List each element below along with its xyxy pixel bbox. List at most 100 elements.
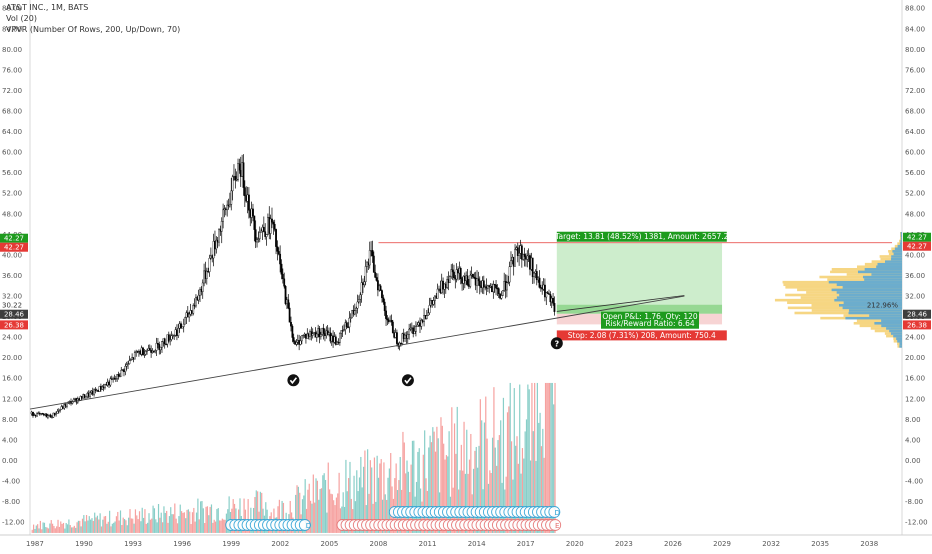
right-price-tick: 48.00 [905,210,925,218]
volume-bar [390,453,392,533]
vpvr-indicator-label[interactable]: VPVR (Number Of Rows, 200, Up/Down, 70) [6,25,181,34]
volume-bar [125,520,127,533]
vpvr-bar-up [839,293,902,297]
candle-body [500,295,503,299]
volume-bar [365,505,367,533]
candle-body [120,369,123,377]
vpvr-bar-up [892,250,902,253]
candle-body [340,330,343,334]
volume-bar [141,507,143,533]
right-price-tick: 84.00 [905,25,925,33]
earnings-event-icon [549,519,562,531]
volume-bar [247,499,249,533]
vpvr-bar-up [900,234,902,238]
left-price-tick: 64.00 [2,128,22,136]
volume-bar [103,516,105,533]
volume-bar [255,490,257,533]
candle-body [386,318,389,321]
candle-body [264,231,267,237]
candle-body [254,229,257,243]
candle-body [94,389,97,391]
volume-bar [540,446,543,533]
candle-body [508,266,511,283]
vpvr-bar-down [897,242,902,245]
volume-bar [335,497,338,533]
volume-bar [76,522,78,533]
volume-bar [508,406,510,533]
volume-bar [209,506,211,533]
volume-bar [136,515,138,533]
volume-bar [327,462,329,533]
volume-bar [345,459,347,533]
volume-bar [193,507,195,533]
volume-indicator-label[interactable]: Vol (20) [6,14,37,23]
symbol-title[interactable]: AT&T INC., 1M, BATS [6,3,89,12]
left-price-tick: 52.00 [2,190,22,198]
volume-bar [138,511,141,533]
volume-bar [37,524,39,533]
volume-bar [316,480,318,533]
candle-body [302,334,305,337]
candle-body [59,409,62,411]
volume-bar [54,528,56,533]
volume-bar [187,509,189,533]
volume-bar [334,505,336,533]
volume-bar [145,523,147,533]
candle-body [215,239,218,250]
volume-bar [470,433,472,533]
dividend-event-icon-label: D [554,509,559,517]
candle-body [93,389,95,395]
time-tick: 2011 [419,540,437,548]
candle-body [230,190,233,205]
candle-body [363,281,366,286]
candle-body [359,294,362,300]
time-tick: 2023 [615,540,633,548]
volume-bar [323,473,325,533]
volume-bar [496,465,498,533]
candle-body [368,250,371,266]
candle-body [446,279,449,288]
candle-body [476,278,478,286]
volume-bar [505,476,507,533]
candle-body [533,272,535,278]
candle-body [188,313,191,318]
candle-body [482,280,485,288]
support-trendline [29,295,685,410]
vpvr-bar-up [848,309,902,312]
volume-bar [527,384,529,533]
volume-bar [72,527,74,533]
candle-body [478,280,481,287]
left-price-tick: 80.00 [2,46,22,54]
volume-bar [418,448,420,533]
volume-bar [308,483,310,533]
volume-bar [447,456,449,533]
volume-bar [166,510,168,533]
volume-bar [516,436,518,533]
candle-body [408,328,411,335]
volume-bar [468,459,471,533]
volume-bar [367,449,369,533]
volume-bar [38,528,40,533]
candle-body [412,327,415,335]
volume-bar [524,431,526,533]
volume-bar [462,470,464,533]
volume-bar [383,462,385,533]
candle-body [127,363,129,365]
candle-body [538,277,541,288]
vpvr-bar-up [891,255,902,258]
volume-bar [459,470,461,533]
candle-body [226,204,229,211]
volume-bar [394,478,396,533]
volume-bar [369,460,371,533]
volume-bar [39,520,41,533]
left-price-tick: 12.00 [2,395,22,403]
right-price-tick: 80.00 [905,46,925,54]
volume-bar [312,474,314,533]
left-price-tick: 56.00 [2,169,22,177]
volume-bar [66,524,69,533]
candle-body [413,331,416,335]
volume-bar [60,521,62,533]
candle-body [234,175,237,181]
